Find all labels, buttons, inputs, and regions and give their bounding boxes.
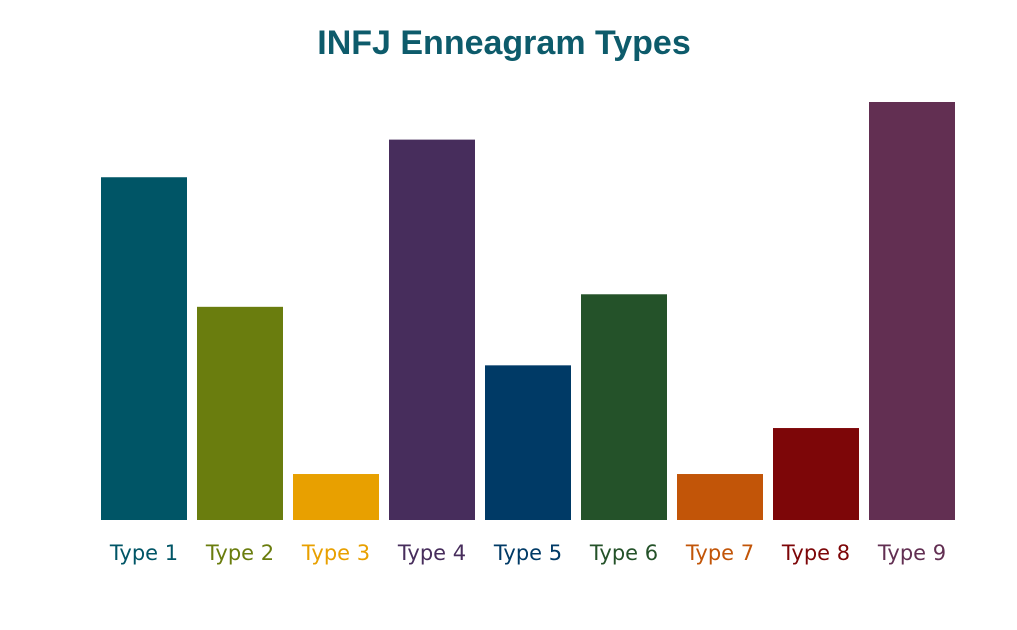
bar [869, 102, 955, 520]
x-tick-label: Type 1 [109, 541, 178, 565]
x-tick-label: Type 2 [205, 541, 274, 565]
bar [293, 474, 379, 520]
x-tick-label: Type 8 [781, 541, 850, 565]
x-tick-label: Type 4 [397, 541, 466, 565]
chart-title: INFJ Enneagram Types [317, 24, 691, 62]
bar [677, 474, 763, 520]
bar [773, 428, 859, 520]
bar [101, 177, 187, 521]
x-tick-label: Type 3 [301, 541, 370, 565]
x-tick-label: Type 7 [685, 541, 754, 565]
bar [389, 139, 475, 520]
bar [485, 365, 571, 520]
bar [197, 306, 283, 520]
x-tick-label: Type 5 [493, 541, 562, 565]
x-tick-label: Type 9 [877, 541, 946, 565]
bar [581, 294, 667, 520]
x-tick-label: Type 6 [589, 541, 658, 565]
